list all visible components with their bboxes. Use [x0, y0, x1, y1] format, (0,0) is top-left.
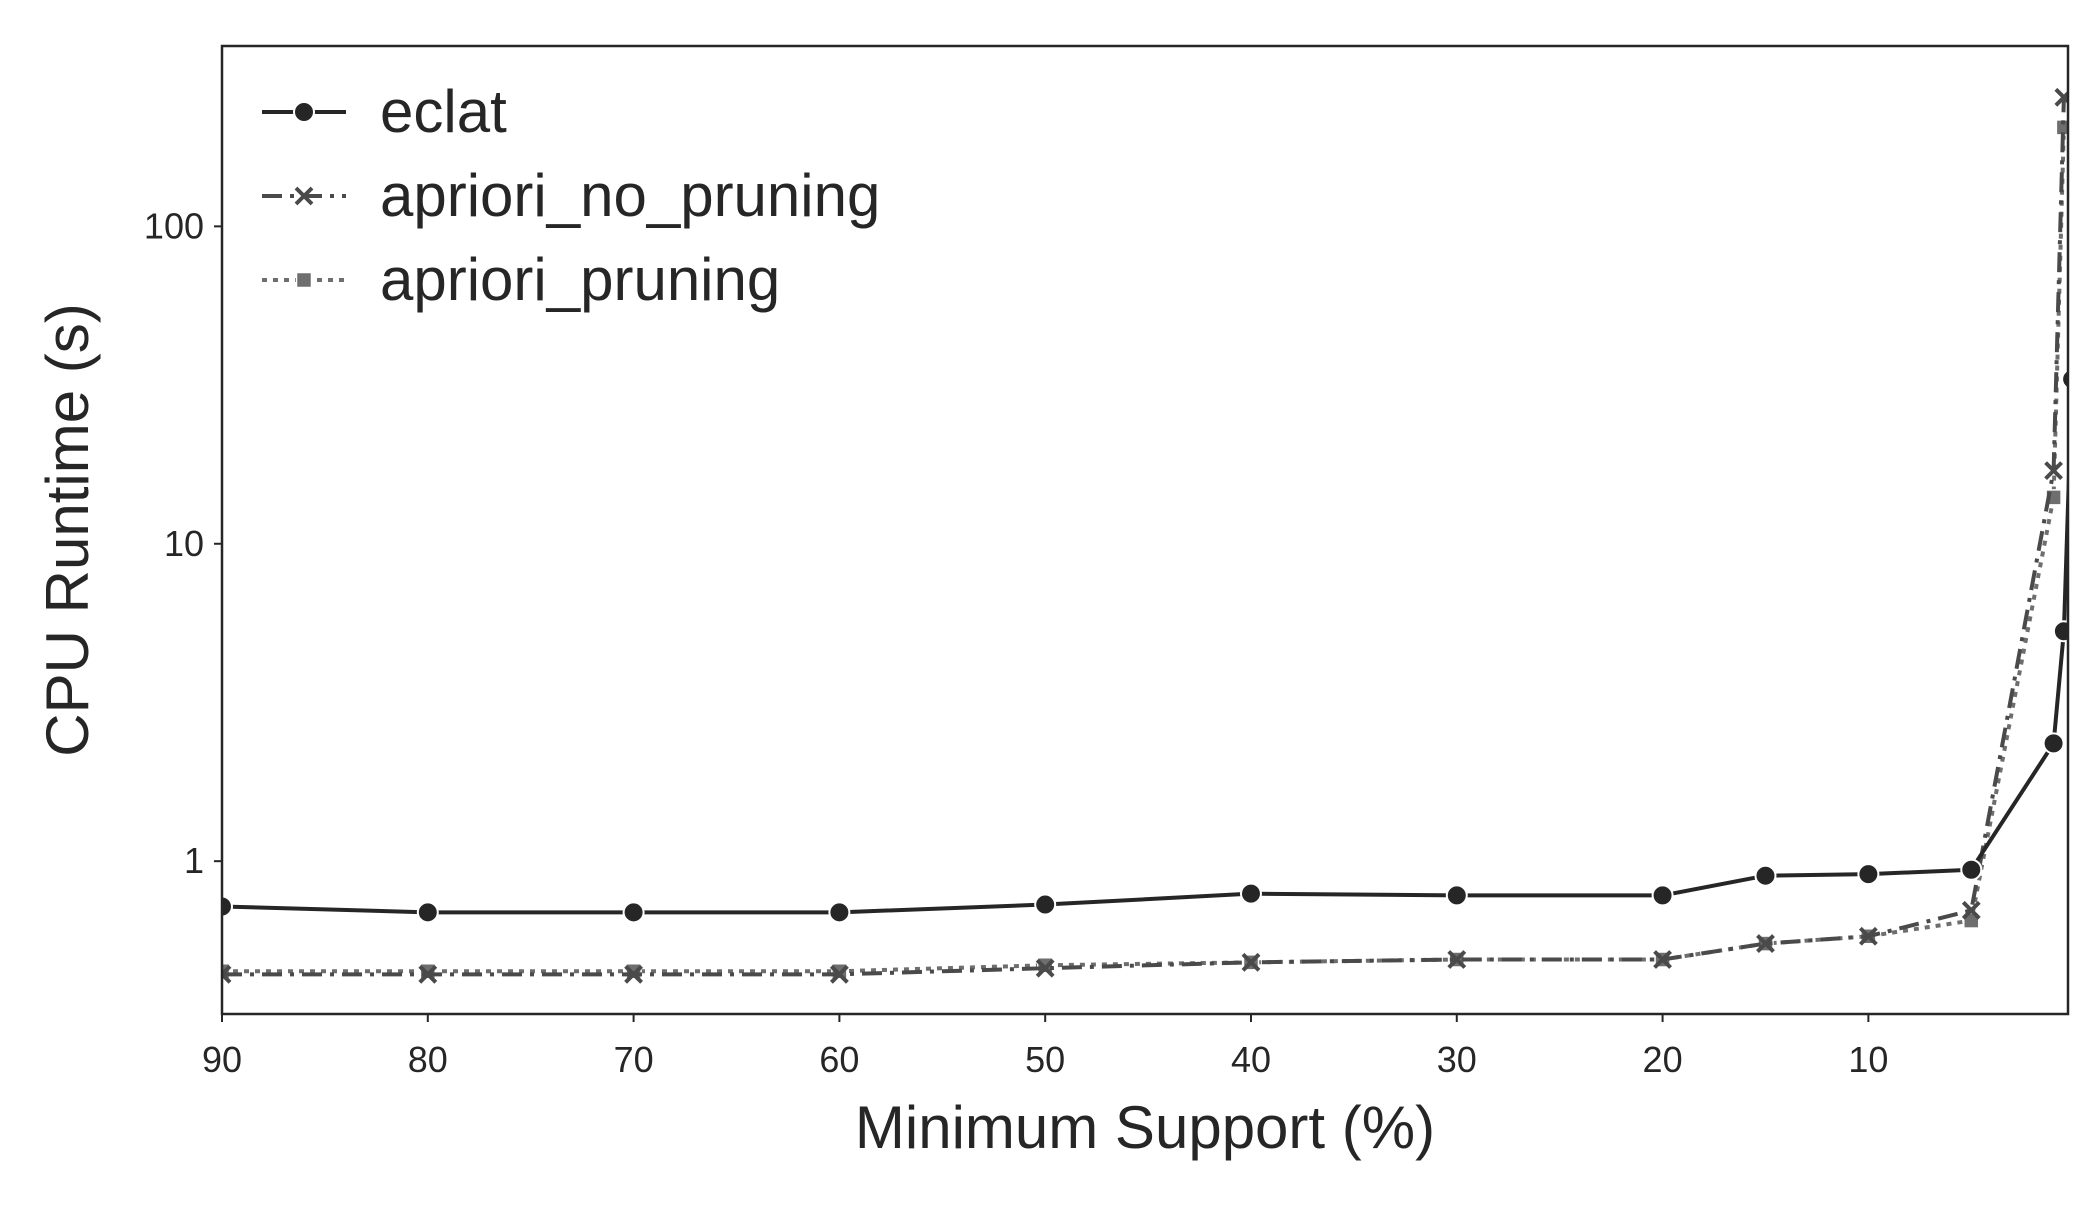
x-tick-label: 60 — [819, 1039, 859, 1080]
marker-stroke — [1241, 952, 1261, 972]
marker-stroke — [1653, 950, 1672, 969]
y-tick-label: 100 — [144, 205, 204, 246]
series-line-eclat — [222, 443, 2068, 915]
x-tick-label: 80 — [408, 1039, 448, 1080]
data-point-eclat — [222, 895, 233, 918]
series-group — [222, 87, 2068, 984]
data-point-apriori-no-pruning — [1035, 958, 1055, 978]
legend-marker-apriori-no-pruning — [294, 186, 314, 206]
data-point-eclat — [2052, 620, 2068, 643]
data-point-apriori-no-pruning — [624, 964, 644, 984]
marker-stroke — [418, 964, 438, 984]
legend-label-eclat: eclat — [380, 78, 507, 145]
legend: eclat apriori_no_pruning apriori_pruning — [262, 78, 880, 313]
data-point-apriori-no-pruning — [2044, 461, 2064, 481]
marker-stroke — [1858, 926, 1878, 946]
x-tick-label: 40 — [1231, 1039, 1271, 1080]
data-point-eclat — [1239, 882, 1262, 905]
y-axis-title: CPU Runtime (s) — [34, 303, 101, 756]
marker-stroke — [1961, 900, 1981, 920]
x-tick-label: 20 — [1643, 1039, 1683, 1080]
data-point-apriori-no-pruning — [222, 964, 232, 984]
data-point-apriori-no-pruning — [1756, 934, 1775, 953]
data-point-apriori-no-pruning — [829, 964, 849, 984]
plot-frame — [220, 44, 2070, 1016]
data-point-apriori-no-pruning — [1447, 950, 1467, 969]
marker-stroke — [294, 186, 314, 206]
x-axis-title: Minimum Support (%) — [855, 1094, 1435, 1161]
data-point-eclat — [1754, 864, 1777, 887]
data-point-apriori-no-pruning — [1961, 900, 1981, 920]
marker-stroke — [222, 964, 232, 978]
legend-marker-apriori-pruning — [295, 271, 313, 289]
x-tick-label: 90 — [202, 1039, 242, 1080]
data-point-eclat — [1445, 884, 1468, 907]
marker-stroke — [1447, 950, 1467, 969]
legend-item-apriori-pruning: apriori_pruning — [262, 246, 780, 313]
marker-stroke — [1756, 934, 1775, 953]
data-point-eclat — [2042, 732, 2065, 755]
plot-area — [222, 87, 2068, 984]
data-point-eclat — [2061, 368, 2068, 390]
marker-stroke — [1035, 958, 1055, 978]
data-point-apriori-no-pruning — [2054, 87, 2068, 107]
data-point-apriori-no-pruning — [418, 964, 438, 984]
x-tick-label: 30 — [1437, 1039, 1477, 1080]
legend-item-apriori-no-pruning: apriori_no_pruning — [262, 162, 880, 229]
data-point-eclat — [1651, 884, 1674, 907]
data-point-eclat — [622, 901, 645, 924]
legend-marker-eclat — [293, 101, 315, 123]
data-point-eclat — [1960, 858, 1983, 881]
marker-stroke — [222, 971, 232, 984]
marker-stroke — [829, 964, 849, 984]
legend-label-apriori-no-pruning: apriori_no_pruning — [380, 162, 880, 229]
y-tick-label: 10 — [164, 523, 204, 564]
marker-stroke — [2054, 90, 2068, 107]
data-point-eclat — [416, 901, 439, 924]
data-point-apriori-no-pruning — [1653, 950, 1672, 969]
x-tick-label: 70 — [614, 1039, 654, 1080]
marker-stroke — [2044, 461, 2064, 481]
axes: Minimum Support (%) CPU Runtime (s) 1 10 1… — [34, 44, 2070, 1161]
legend-label-apriori-pruning: apriori_pruning — [380, 246, 780, 313]
x-tick-label: 10 — [1848, 1039, 1888, 1080]
data-point-eclat — [1034, 893, 1057, 916]
legend-item-eclat: eclat — [262, 78, 507, 145]
data-point-eclat — [1857, 863, 1880, 886]
data-point-apriori-no-pruning — [1858, 926, 1878, 946]
data-point-apriori-no-pruning — [1241, 952, 1261, 972]
data-point-eclat — [828, 901, 851, 924]
marker-stroke — [624, 964, 644, 984]
y-tick-label: 1 — [184, 840, 204, 881]
x-tick-label: 50 — [1025, 1039, 1065, 1080]
